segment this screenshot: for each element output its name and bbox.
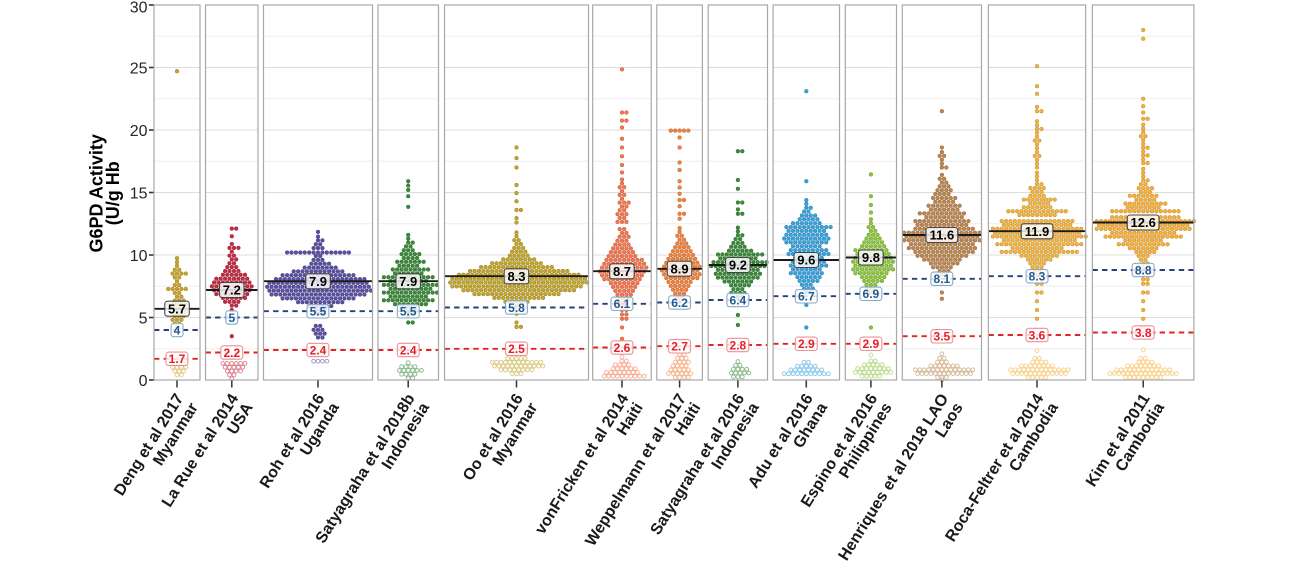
svg-text:6.4: 6.4: [730, 293, 747, 307]
svg-text:3.5: 3.5: [934, 330, 951, 344]
svg-text:5: 5: [228, 311, 235, 325]
svg-text:9.6: 9.6: [797, 253, 815, 268]
svg-text:9.2: 9.2: [729, 258, 747, 273]
svg-text:5.5: 5.5: [310, 305, 327, 319]
svg-text:4: 4: [174, 323, 181, 337]
svg-text:2.4: 2.4: [310, 343, 327, 357]
svg-text:8.7: 8.7: [613, 264, 631, 279]
svg-text:2.5: 2.5: [508, 342, 525, 356]
svg-text:25: 25: [130, 60, 148, 77]
svg-text:7.2: 7.2: [223, 283, 241, 298]
svg-text:5.8: 5.8: [508, 301, 525, 315]
svg-text:0: 0: [139, 373, 148, 390]
svg-text:8.3: 8.3: [1029, 270, 1046, 284]
svg-text:15: 15: [130, 185, 148, 202]
svg-text:6.2: 6.2: [671, 296, 688, 310]
svg-text:11.9: 11.9: [1025, 224, 1050, 239]
svg-text:9.8: 9.8: [862, 250, 880, 265]
svg-text:7.9: 7.9: [399, 274, 417, 289]
svg-text:6.1: 6.1: [614, 297, 631, 311]
svg-text:30: 30: [130, 0, 148, 16]
svg-text:G6PD Activity(U/g Hb: G6PD Activity(U/g Hb: [87, 134, 124, 252]
svg-text:5.5: 5.5: [400, 305, 417, 319]
svg-text:2.4: 2.4: [400, 343, 417, 357]
svg-text:11.6: 11.6: [930, 228, 955, 243]
svg-text:2.2: 2.2: [223, 346, 240, 360]
svg-text:10: 10: [130, 248, 148, 265]
svg-text:2.9: 2.9: [798, 337, 815, 351]
svg-text:2.6: 2.6: [614, 341, 631, 355]
svg-text:2.9: 2.9: [863, 337, 880, 351]
svg-text:3.8: 3.8: [1135, 326, 1152, 340]
svg-text:5: 5: [139, 310, 148, 327]
svg-text:8.9: 8.9: [671, 261, 689, 276]
svg-text:7.9: 7.9: [309, 274, 327, 289]
svg-text:8.1: 8.1: [934, 272, 951, 286]
svg-text:8.8: 8.8: [1135, 263, 1152, 277]
svg-text:3.6: 3.6: [1029, 328, 1046, 342]
svg-text:20: 20: [130, 123, 148, 140]
svg-text:5.7: 5.7: [168, 301, 186, 316]
svg-text:1.7: 1.7: [169, 352, 186, 366]
svg-text:12.6: 12.6: [1131, 215, 1156, 230]
svg-text:8.3: 8.3: [507, 269, 525, 284]
svg-text:2.8: 2.8: [730, 338, 747, 352]
svg-text:2.7: 2.7: [671, 340, 688, 354]
svg-text:6.9: 6.9: [863, 287, 880, 301]
svg-text:6.7: 6.7: [798, 290, 815, 304]
